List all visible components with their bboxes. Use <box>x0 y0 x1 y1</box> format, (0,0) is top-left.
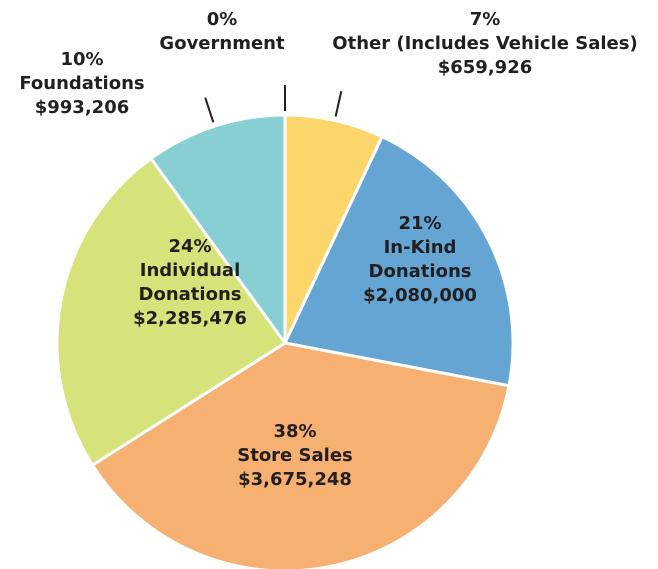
percent-label: 0% <box>206 9 238 30</box>
category-label: Store Sales <box>237 445 353 466</box>
leader-line <box>334 90 343 117</box>
category-label: Government <box>159 33 285 54</box>
slice-label: 7% Other (Includes Vehicle Sales) $659,926 <box>315 8 655 80</box>
amount-label: $2,285,476 <box>133 308 247 329</box>
category-label: Foundations <box>19 73 145 94</box>
slice-label: 21% In-Kind Donations $2,080,000 <box>350 212 490 308</box>
category-label: In-Kind Donations <box>368 237 472 282</box>
amount-label: $3,675,248 <box>238 469 352 490</box>
percent-label: 38% <box>273 421 317 442</box>
leader-line <box>204 97 215 123</box>
percent-label: 7% <box>469 9 501 30</box>
slice-label: 38% Store Sales $3,675,248 <box>195 420 395 492</box>
percent-label: 10% <box>60 49 104 70</box>
percent-label: 24% <box>168 236 212 257</box>
percent-label: 21% <box>398 213 442 234</box>
slice-label: 10% Foundations $993,206 <box>0 48 167 120</box>
pie-slice <box>149 113 287 345</box>
amount-label: $2,080,000 <box>363 285 477 306</box>
category-label: Individual Donations <box>138 260 242 305</box>
amount-label: $993,206 <box>34 97 130 118</box>
slice-label: 24% Individual Donations $2,285,476 <box>115 235 265 331</box>
category-label: Other (Includes Vehicle Sales) <box>332 33 638 54</box>
slice-label: 0% Government <box>122 8 322 56</box>
amount-label: $659,926 <box>437 57 533 78</box>
pie-slice <box>283 135 515 388</box>
pie-slice <box>55 157 287 467</box>
